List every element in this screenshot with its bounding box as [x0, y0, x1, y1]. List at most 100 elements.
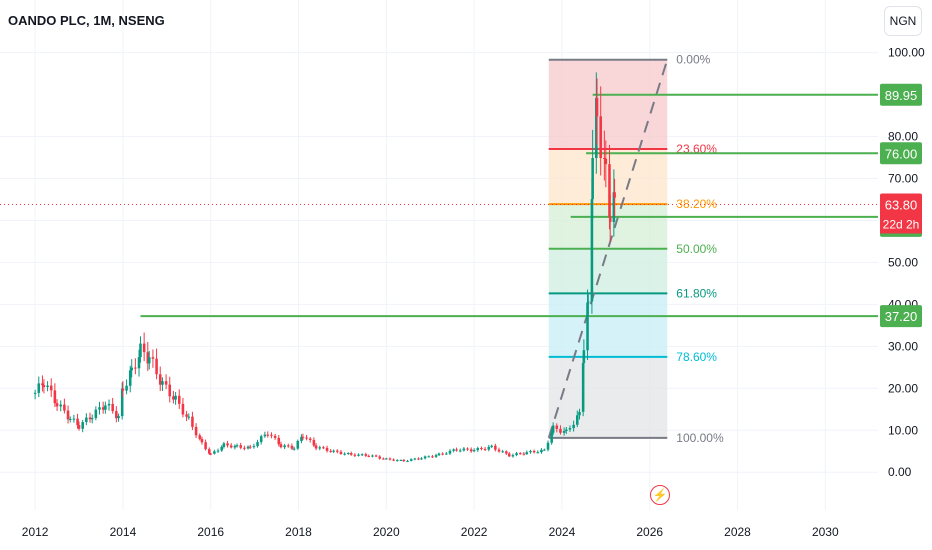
candle-body	[522, 453, 526, 455]
candle-body	[501, 451, 504, 453]
current-price-badge: 63.80	[885, 198, 918, 213]
candle-body	[586, 302, 589, 351]
candle-body	[318, 447, 322, 449]
candle-body	[128, 370, 132, 386]
y-tick-label: 80.00	[888, 130, 918, 144]
y-tick-label: 0.00	[888, 465, 912, 479]
candle-body	[279, 444, 283, 448]
currency-button[interactable]: NGN	[884, 6, 922, 36]
candle-body	[226, 443, 229, 446]
candle-body	[385, 458, 388, 460]
y-tick-label: 10.00	[888, 423, 918, 437]
candle-body	[455, 449, 458, 451]
candle-body	[551, 425, 555, 433]
candle-body	[543, 449, 546, 451]
horizontal-lines[interactable]	[0, 93, 878, 318]
candle-body	[68, 418, 72, 420]
candle-body	[586, 301, 590, 303]
candle-body	[532, 450, 536, 453]
candle-body	[399, 459, 403, 461]
candle-body	[290, 445, 294, 449]
candle-body	[349, 453, 353, 455]
candle-body	[314, 445, 318, 449]
current-price-badge-bg	[880, 193, 922, 216]
candle-body	[59, 404, 63, 407]
candle-body	[343, 453, 346, 455]
candle-body	[578, 411, 581, 416]
candle-body	[151, 357, 155, 359]
candle-body	[392, 459, 395, 461]
candle-body	[121, 388, 125, 391]
candle-body	[476, 448, 480, 451]
candle-body	[81, 422, 84, 429]
candles	[33, 72, 616, 463]
candle-body	[111, 403, 114, 412]
candle-body	[63, 404, 66, 411]
candle-body	[336, 450, 339, 452]
candle-body	[209, 453, 213, 455]
candle-body	[213, 451, 216, 454]
candle-body	[396, 460, 399, 462]
candle-body	[104, 405, 107, 410]
fib-retracement[interactable]: 0.00%23.60%38.20%50.00%61.80%78.60%100.0…	[547, 53, 724, 445]
y-tick-label: 70.00	[888, 171, 918, 185]
candle-body	[142, 343, 146, 353]
candle-body	[490, 445, 493, 447]
candle-body	[458, 450, 462, 452]
candle-body	[308, 438, 312, 441]
candle-body	[233, 445, 237, 448]
candle-body	[483, 448, 487, 450]
x-tick-label: 2016	[197, 525, 224, 539]
candle-body	[353, 454, 357, 456]
candle-body	[146, 352, 150, 364]
candle-body	[94, 409, 98, 419]
candle-body	[445, 453, 448, 455]
candle-body	[130, 367, 133, 371]
symbol-title[interactable]: OANDO PLC, 1M, NSENG	[8, 13, 165, 28]
candle-body	[98, 407, 101, 410]
fib-zone	[548, 204, 668, 249]
candle-body	[117, 416, 120, 419]
candle-body	[296, 441, 300, 449]
candle-body	[134, 367, 137, 369]
candle-body	[559, 428, 562, 433]
candle-body	[246, 446, 250, 449]
candle-body	[305, 437, 308, 439]
candle-body	[518, 453, 522, 455]
candle-body	[540, 449, 543, 453]
fib-trend-line	[547, 59, 669, 439]
line-price-badge: 89.95	[885, 88, 918, 103]
y-tick-label: 30.00	[888, 339, 918, 353]
candle-body	[194, 426, 198, 436]
candle-body	[572, 424, 575, 429]
candle-body	[90, 418, 94, 420]
candle-body	[413, 458, 417, 460]
grid-lines	[0, 0, 878, 510]
candle-body	[497, 449, 501, 452]
candle-body	[402, 459, 406, 462]
candle-body	[161, 381, 164, 385]
candle-body	[85, 417, 88, 423]
countdown-badge: 22d 2h	[883, 218, 920, 232]
candle-body	[612, 192, 616, 223]
candle-body	[494, 445, 497, 450]
candle-body	[115, 411, 118, 419]
candle-body	[604, 158, 608, 165]
candle-body	[248, 446, 252, 448]
candle-body	[42, 385, 46, 388]
candle-body	[374, 455, 378, 457]
candle-body	[329, 450, 332, 452]
candle-body	[239, 445, 242, 448]
flash-icon[interactable]: ⚡	[650, 485, 670, 505]
candle-body	[582, 350, 586, 364]
candle-body	[312, 440, 316, 446]
candle-body	[33, 392, 37, 394]
candle-body	[536, 452, 540, 454]
candle-body	[158, 374, 162, 385]
line-price-badge-bg	[880, 83, 922, 106]
candle-body	[174, 395, 177, 400]
candle-body	[277, 437, 281, 445]
candle-body	[301, 436, 305, 438]
candle-body	[41, 383, 44, 386]
